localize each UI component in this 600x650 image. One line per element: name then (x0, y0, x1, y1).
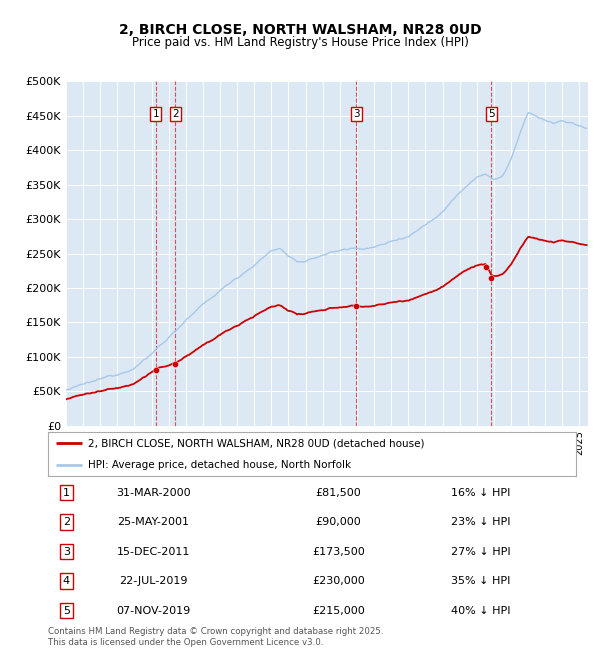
Text: £215,000: £215,000 (312, 606, 365, 616)
Text: £173,500: £173,500 (312, 547, 365, 556)
Text: 35% ↓ HPI: 35% ↓ HPI (451, 576, 511, 586)
Text: 3: 3 (63, 547, 70, 556)
Text: 1: 1 (152, 109, 159, 119)
Text: £90,000: £90,000 (316, 517, 361, 527)
Text: 40% ↓ HPI: 40% ↓ HPI (451, 606, 511, 616)
Text: Price paid vs. HM Land Registry's House Price Index (HPI): Price paid vs. HM Land Registry's House … (131, 36, 469, 49)
Text: 22-JUL-2019: 22-JUL-2019 (119, 576, 188, 586)
Text: 15-DEC-2011: 15-DEC-2011 (117, 547, 190, 556)
Text: 1: 1 (63, 488, 70, 497)
Text: £230,000: £230,000 (312, 576, 365, 586)
Text: 4: 4 (63, 576, 70, 586)
Text: 3: 3 (353, 109, 359, 119)
Text: 2: 2 (63, 517, 70, 527)
Text: 27% ↓ HPI: 27% ↓ HPI (451, 547, 511, 556)
Text: 31-MAR-2000: 31-MAR-2000 (116, 488, 191, 497)
Text: HPI: Average price, detached house, North Norfolk: HPI: Average price, detached house, Nort… (88, 460, 351, 470)
Text: 16% ↓ HPI: 16% ↓ HPI (451, 488, 511, 497)
Text: £81,500: £81,500 (316, 488, 361, 497)
Text: 2, BIRCH CLOSE, NORTH WALSHAM, NR28 0UD: 2, BIRCH CLOSE, NORTH WALSHAM, NR28 0UD (119, 23, 481, 37)
Text: 07-NOV-2019: 07-NOV-2019 (116, 606, 191, 616)
Text: 2: 2 (172, 109, 179, 119)
Text: 5: 5 (63, 606, 70, 616)
Text: 2, BIRCH CLOSE, NORTH WALSHAM, NR28 0UD (detached house): 2, BIRCH CLOSE, NORTH WALSHAM, NR28 0UD … (88, 438, 424, 448)
Text: 23% ↓ HPI: 23% ↓ HPI (451, 517, 511, 527)
Text: 5: 5 (488, 109, 494, 119)
Text: 25-MAY-2001: 25-MAY-2001 (118, 517, 190, 527)
Text: Contains HM Land Registry data © Crown copyright and database right 2025.
This d: Contains HM Land Registry data © Crown c… (48, 627, 383, 647)
